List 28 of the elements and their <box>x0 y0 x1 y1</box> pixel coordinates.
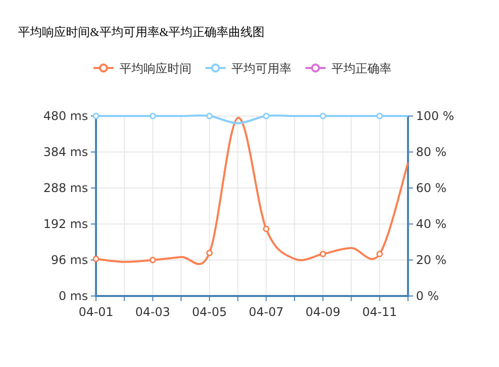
legend-label: 平均可用率 <box>232 62 292 76</box>
y2-tick-label: 40 % <box>416 217 446 231</box>
x-tick-label: 04-11 <box>362 305 398 319</box>
x-tick-label: 04-01 <box>78 305 114 319</box>
legend-label: 平均响应时间 <box>120 62 192 76</box>
point <box>376 250 383 258</box>
y2-tick-label: 0 % <box>416 289 439 303</box>
x-tick-label: 04-07 <box>248 305 284 319</box>
x-tick-label: 04-03 <box>135 305 170 319</box>
y2-tick-label: 60 % <box>416 181 446 195</box>
y-tick-label: 480 ms <box>43 109 88 123</box>
y-tick-label: 384 ms <box>43 145 88 159</box>
x-tick-label: 04-09 <box>305 305 340 319</box>
y-tick-label: 96 ms <box>50 253 88 267</box>
y2-tick-label: 20 % <box>416 253 446 267</box>
y-tick-label: 192 ms <box>43 217 88 231</box>
point <box>92 256 100 262</box>
chart-title: 平均响应时间&平均可用率&平均正确率曲线图 <box>18 25 265 39</box>
legend-label: 平均正确率 <box>332 62 392 76</box>
y2-tick-label: 80 % <box>416 145 446 159</box>
point <box>149 256 156 264</box>
y-tick-label: 0 ms <box>58 289 88 303</box>
y-tick-label: 288 ms <box>43 181 88 195</box>
point <box>320 250 326 258</box>
x-tick-label: 04-05 <box>192 305 227 319</box>
y2-tick-label: 100 % <box>416 109 454 123</box>
point <box>206 250 213 256</box>
point <box>262 226 270 232</box>
